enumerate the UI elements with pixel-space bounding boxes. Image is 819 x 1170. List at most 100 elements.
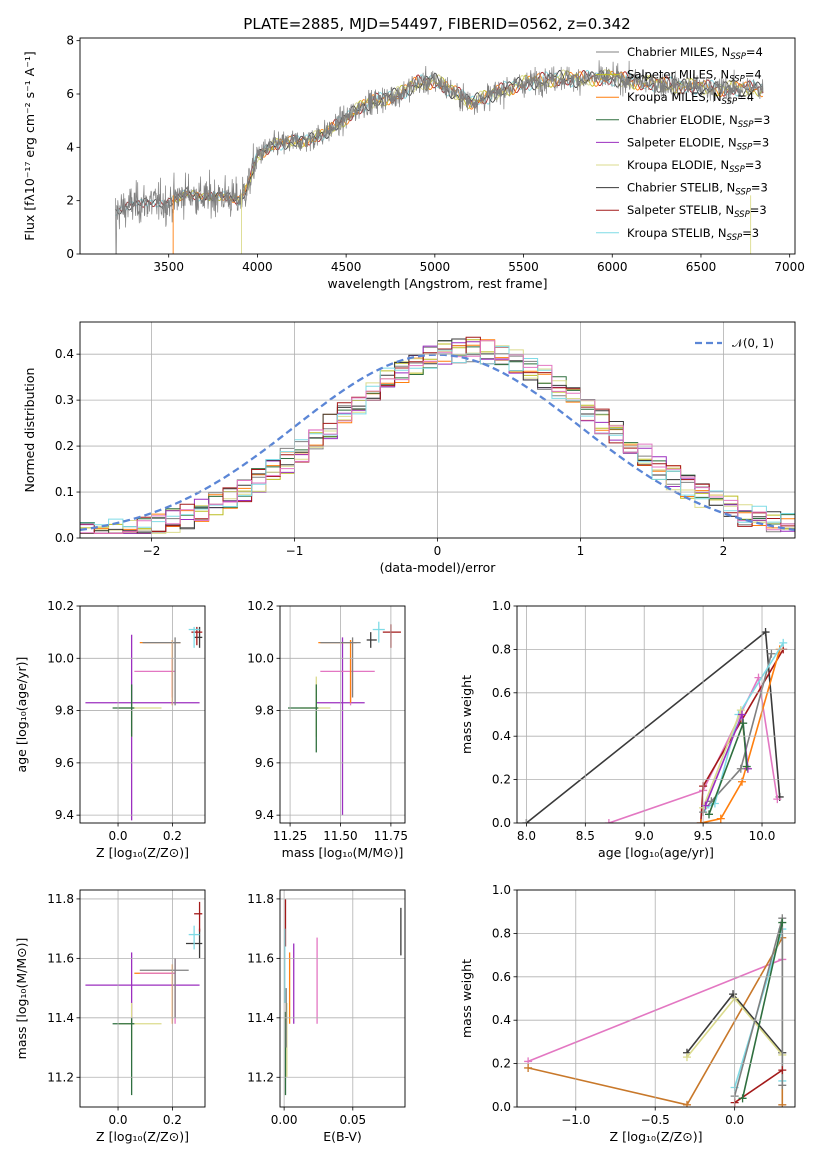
legend-entry: Chabrier ELODIE, NSSP=3 (627, 113, 770, 130)
y-tick-label: 9.6 (55, 756, 74, 770)
mass-vs-metallicity-panel: 0.0 0.2 11.2 11.4 11.6 11.8 Z [log₁₀(Z/Z⊙)] mas… (14, 889, 206, 1144)
errorbar-point (188, 925, 200, 950)
y-tick-label: 11.8 (47, 892, 74, 906)
weight-point-marker (738, 1094, 747, 1103)
errorbar-point (85, 952, 200, 1024)
errorbar-point (194, 901, 203, 932)
weight-point-marker (778, 1100, 787, 1107)
y-tick-label: 11.6 (247, 951, 274, 965)
weight-point-marker (737, 777, 746, 786)
x-tick-label: −2 (143, 544, 161, 558)
weight-point-marker (705, 810, 714, 819)
weight-point-marker (604, 819, 613, 823)
weight-point-marker (778, 918, 787, 927)
y-axis-label: Normed distribution (22, 368, 37, 493)
x-tick-label: 0.2 (163, 1113, 182, 1127)
plot-area (522, 628, 788, 823)
y-tick-label: 1.0 (492, 883, 511, 897)
y-tick-label: 0.8 (492, 926, 511, 940)
x-tick-label: 3500 (153, 260, 184, 274)
x-tick-label: 10.0 (749, 829, 776, 843)
x-axis-label: wavelength [Angstrom, rest frame] (327, 276, 547, 291)
x-tick-label: 8.0 (517, 829, 536, 843)
errorbar-point (118, 700, 162, 737)
weight-vs-metallicity-panel: −1.0 −0.5 0.0 0.0 0.2 0.4 0.6 0.8 1.0 Z [log₁₀(Z/… (459, 883, 796, 1144)
y-tick-label: 0.8 (492, 642, 511, 656)
age-vs-metallicity-panel: 0.0 0.2 9.4 9.6 9.8 10.0 10.2 Z [log₁₀(Z/Z⊙)] ag… (14, 599, 206, 860)
y-tick-label: 9.6 (255, 756, 274, 770)
axes-frame (79, 37, 796, 255)
errorbar-point (139, 958, 189, 1018)
axes-frame (79, 889, 206, 1108)
y-axis-label: mass weight (459, 675, 474, 754)
x-tick-label: 11.25 (273, 829, 307, 843)
errorbar-point (139, 958, 176, 1024)
plot-area (288, 621, 401, 816)
x-tick-label: 5000 (420, 260, 451, 274)
y-tick-label: 6 (66, 87, 74, 101)
weight-point-marker (773, 795, 782, 804)
errorbar-point (288, 684, 319, 753)
legend-entry: Salpeter STELIB, NSSP=3 (627, 203, 767, 220)
errorbar-point (382, 624, 401, 648)
x-axis-label: age [log₁₀(age/yr)] (598, 845, 714, 860)
y-tick-label: 0.2 (492, 773, 511, 787)
y-tick-label: 10.0 (247, 651, 274, 665)
y-tick-label: 0.4 (492, 1013, 511, 1027)
weight-series-line (700, 649, 781, 823)
x-tick-label: 4500 (331, 260, 362, 274)
x-tick-label: 8.5 (576, 829, 595, 843)
plot-area (85, 626, 203, 821)
weight-point-marker (778, 1081, 787, 1090)
x-tick-label: 0.2 (163, 829, 182, 843)
spectrum-panel: 3500 4000 4500 5000 5500 6000 6500 7000 0 2 4 6 8 wav… (22, 34, 805, 291)
y-tick-label: 0.2 (55, 439, 74, 453)
y-tick-label: 11.4 (47, 1011, 74, 1025)
x-tick-label: 9.0 (635, 829, 654, 843)
y-tick-label: 0.6 (492, 686, 511, 700)
x-tick-label: 11.50 (323, 829, 357, 843)
legend-entry: Salpeter MILES, NSSP=4 (627, 68, 762, 85)
x-axis-label: Z [log₁₀(Z/Z⊙)] (96, 845, 189, 860)
weight-point-marker (767, 649, 776, 658)
y-tick-label: 0.0 (55, 531, 74, 545)
y-tick-label: 11.6 (47, 951, 74, 965)
axes-frame (516, 605, 796, 824)
plot-area (284, 898, 402, 1096)
observed-spectrum-line (115, 60, 764, 254)
y-tick-label: 9.4 (255, 808, 274, 822)
errorbar-point (320, 658, 375, 706)
weight-series-line (608, 674, 779, 823)
legend-entry: Kroupa STELIB, NSSP=3 (627, 226, 759, 243)
y-tick-label: 0.3 (55, 393, 74, 407)
y-tick-label: 0.4 (492, 729, 511, 743)
errorbar-point (300, 676, 331, 737)
x-tick-label: 0.00 (271, 1113, 298, 1127)
weight-point-marker (739, 719, 748, 728)
y-tick-label: 1.0 (492, 599, 511, 613)
age-vs-mass-panel: 11.25 11.50 11.75 9.4 9.6 9.8 10.0 10.2 mass [lo… (247, 599, 408, 860)
legend-entry: Kroupa MILES, NSSP=4 (627, 90, 754, 107)
y-tick-label: 0.0 (492, 816, 511, 830)
y-axis-label: age [log₁₀(age/yr)] (14, 657, 29, 773)
x-tick-label: 4000 (242, 260, 273, 274)
axes-frame (279, 605, 406, 824)
y-tick-label: 0.2 (492, 1057, 511, 1071)
x-tick-label: 11.75 (374, 829, 408, 843)
x-tick-label: 5500 (508, 260, 539, 274)
legend-entry: Kroupa ELODIE, NSSP=3 (627, 158, 762, 175)
x-tick-label: 0.0 (108, 829, 127, 843)
weight-point-marker (761, 628, 770, 637)
x-axis-label: Z [log₁₀(Z/Z⊙)] (96, 1129, 189, 1144)
x-tick-label: 0.0 (108, 1113, 127, 1127)
errorbar-point (112, 1017, 135, 1096)
y-tick-label: 0.1 (55, 485, 74, 499)
mass-vs-reddening-panel: 0.00 0.05 11.2 11.4 11.6 11.8 E(B-V) (247, 889, 406, 1144)
errorbar-point (85, 634, 200, 821)
y-tick-label: 11.2 (47, 1070, 74, 1084)
errorbar-point (118, 1002, 162, 1051)
x-tick-label: 6500 (686, 260, 717, 274)
weight-point-marker (682, 1100, 691, 1107)
x-tick-label: −1.0 (561, 1113, 590, 1127)
y-tick-label: 11.8 (247, 892, 274, 906)
